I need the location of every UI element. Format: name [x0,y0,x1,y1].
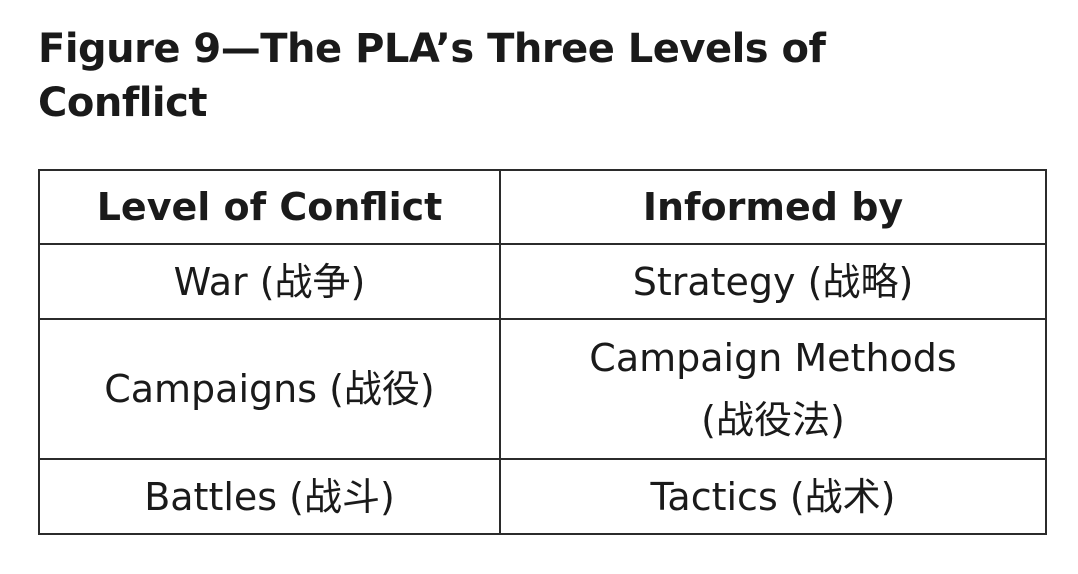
figure-title: Figure 9—The PLA’s Three Levels of Confl… [38,22,1038,130]
table-row: War (战争) Strategy (战略) [38,243,1047,320]
cell-line: (战役法) [701,398,845,442]
cell-line: Campaign Methods [589,336,957,380]
figure-title-line-2: Conflict [38,80,207,126]
cell-informed-by-tactics: Tactics (战术) [499,458,1047,535]
cell-level-campaigns: Campaigns (战役) [38,318,501,460]
levels-of-conflict-table: Level of Conflict Informed by War (战争) S… [38,169,1047,535]
table-row: Battles (战斗) Tactics (战术) [38,458,1047,535]
cell-level-battles: Battles (战斗) [38,458,501,535]
cell-line: Strategy (战略) [632,259,914,304]
figure-title-line-1: Figure 9—The PLA’s Three Levels of [38,26,826,72]
table-row: Campaigns (战役) Campaign Methods (战役法) [38,318,1047,460]
header-informed-by: Informed by [499,169,1047,245]
cell-level-war: War (战争) [38,243,501,320]
cell-informed-by-strategy: Strategy (战略) [499,243,1047,320]
header-level-of-conflict: Level of Conflict [38,169,501,245]
cell-line: Tactics (战术) [650,474,896,519]
cell-informed-by-campaign-methods: Campaign Methods (战役法) [499,318,1047,460]
table-header-row: Level of Conflict Informed by [38,169,1047,245]
